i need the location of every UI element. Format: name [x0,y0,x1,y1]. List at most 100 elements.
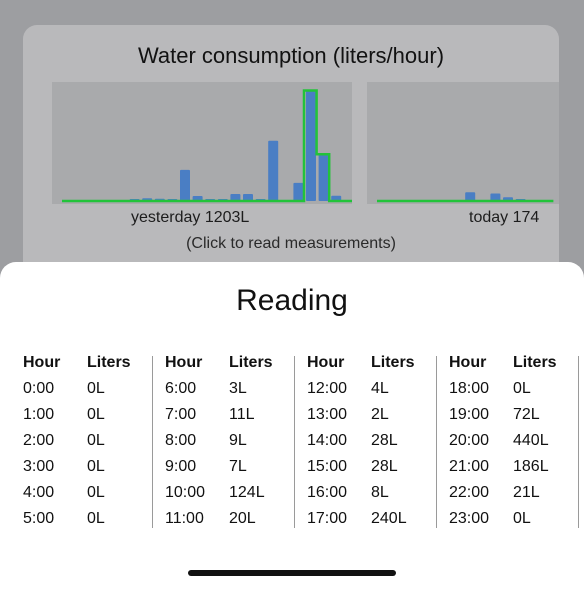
column-divider [436,356,437,528]
table-row: 21:00 186L [449,458,584,484]
table-row: 8:00 9L [165,432,307,458]
hour-cell: 11:00 [165,510,204,527]
liters-cell: 4L [371,380,389,397]
hour-cell: 3:00 [23,458,55,475]
liters-cell: 0L [513,510,531,527]
liters-header: Liters [229,354,273,371]
liters-cell: 0L [87,432,105,449]
column-divider [294,356,295,528]
bar [192,195,203,201]
liters-cell: 20L [229,510,256,527]
series-line [62,89,352,203]
hour-cell: 14:00 [307,432,348,449]
table-row: 6:00 3L [165,380,307,406]
reading-column: Hour Liters 18:00 0L 19:00 72L 20:00 440L 21:00 1… [449,354,584,536]
table-row: 4:00 0L [23,484,165,510]
bar [318,154,329,201]
reading-column: Hour Liters 0:00 0L 1:00 0L 2:00 0L 3:00 0L 4:00 0L… [23,354,165,536]
hour-cell: 19:00 [449,406,490,423]
consumption-card[interactable]: Water consumption (liters/hour) yesterda… [23,25,559,295]
table-row: 12:00 4L [307,380,449,406]
liters-header: Liters [87,354,131,371]
bar [306,90,316,201]
liters-header: Liters [513,354,557,371]
yesterday-chart-svg [62,89,352,203]
table-row: 1:00 0L [23,406,165,432]
liters-cell: 72L [513,406,540,423]
hour-cell: 9:00 [165,458,197,475]
hour-cell: 10:00 [165,484,206,501]
hour-cell: 4:00 [23,484,55,501]
bar [268,140,279,201]
column-header: Hour Liters [23,354,165,380]
liters-cell: 8L [371,484,389,501]
table-row: 22:00 21L [449,484,584,510]
hour-cell: 12:00 [307,380,348,397]
hour-cell: 7:00 [165,406,197,423]
liters-cell: 7L [229,458,247,475]
liters-cell: 240L [371,510,407,527]
liters-cell: 0L [87,458,105,475]
hour-cell: 5:00 [23,510,55,527]
liters-cell: 0L [87,484,105,501]
hour-cell: 20:00 [449,432,490,449]
liters-cell: 2L [371,406,389,423]
liters-cell: 9L [229,432,247,449]
bar [293,182,304,201]
bar [180,169,190,201]
hour-cell: 2:00 [23,432,55,449]
today-chart-svg [377,192,554,203]
column-header: Hour Liters [165,354,307,380]
table-row: 2:00 0L [23,432,165,458]
column-divider [152,356,153,528]
reading-column: Hour Liters 12:00 4L 13:00 2L 14:00 28L 15:00 28L… [307,354,449,536]
hour-cell: 23:00 [449,510,490,527]
card-title: Water consumption (liters/hour) [137,43,445,68]
table-row: 19:00 72L [449,406,584,432]
yesterday-label: yesterday 1203L [131,209,250,226]
bar [230,193,241,201]
table-row: 14:00 28L [307,432,449,458]
liters-cell: 0L [87,380,105,397]
table-row: 13:00 2L [307,406,449,432]
table-row: 5:00 0L [23,510,165,536]
hour-cell: 16:00 [307,484,348,501]
column-header: Hour Liters [307,354,449,380]
reading-sheet: Reading Hour Liters 0:00 0L 1:00 0L 2:00 0L 3:00… [0,262,584,602]
liters-cell: 440L [513,432,549,449]
hour-cell: 0:00 [23,380,55,397]
home-indicator[interactable] [188,570,396,576]
liters-cell: 0L [513,380,531,397]
table-row: 7:00 11L [165,406,307,432]
today-label: today 174 [469,209,540,226]
today-chart[interactable] [367,82,559,204]
hour-cell: 21:00 [449,458,490,475]
sheet-title: Reading [236,284,348,317]
liters-cell: 3L [229,380,247,397]
table-row: 20:00 440L [449,432,584,458]
liters-header: Liters [371,354,415,371]
click-hint: (Click to read measurements) [186,235,396,252]
hour-header: Hour [449,354,487,371]
hour-cell: 18:00 [449,380,490,397]
table-row: 9:00 7L [165,458,307,484]
bar [331,195,342,201]
hour-cell: 22:00 [449,484,490,501]
hour-header: Hour [23,354,61,371]
liters-cell: 11L [229,406,255,423]
column-divider [578,356,579,528]
yesterday-chart[interactable] [52,82,352,204]
table-row: 16:00 8L [307,484,449,510]
hour-cell: 1:00 [23,406,55,423]
liters-cell: 21L [513,484,540,501]
hour-cell: 6:00 [165,380,197,397]
table-row: 15:00 28L [307,458,449,484]
liters-cell: 28L [371,458,398,475]
bar [490,193,501,201]
reading-column: Hour Liters 6:00 3L 7:00 11L 8:00 9L 9:00 7L 10:00… [165,354,307,536]
table-row: 17:00 240L [307,510,449,536]
liters-cell: 28L [371,432,398,449]
table-row: 3:00 0L [23,458,165,484]
hour-cell: 13:00 [307,406,348,423]
table-row: 0:00 0L [23,380,165,406]
